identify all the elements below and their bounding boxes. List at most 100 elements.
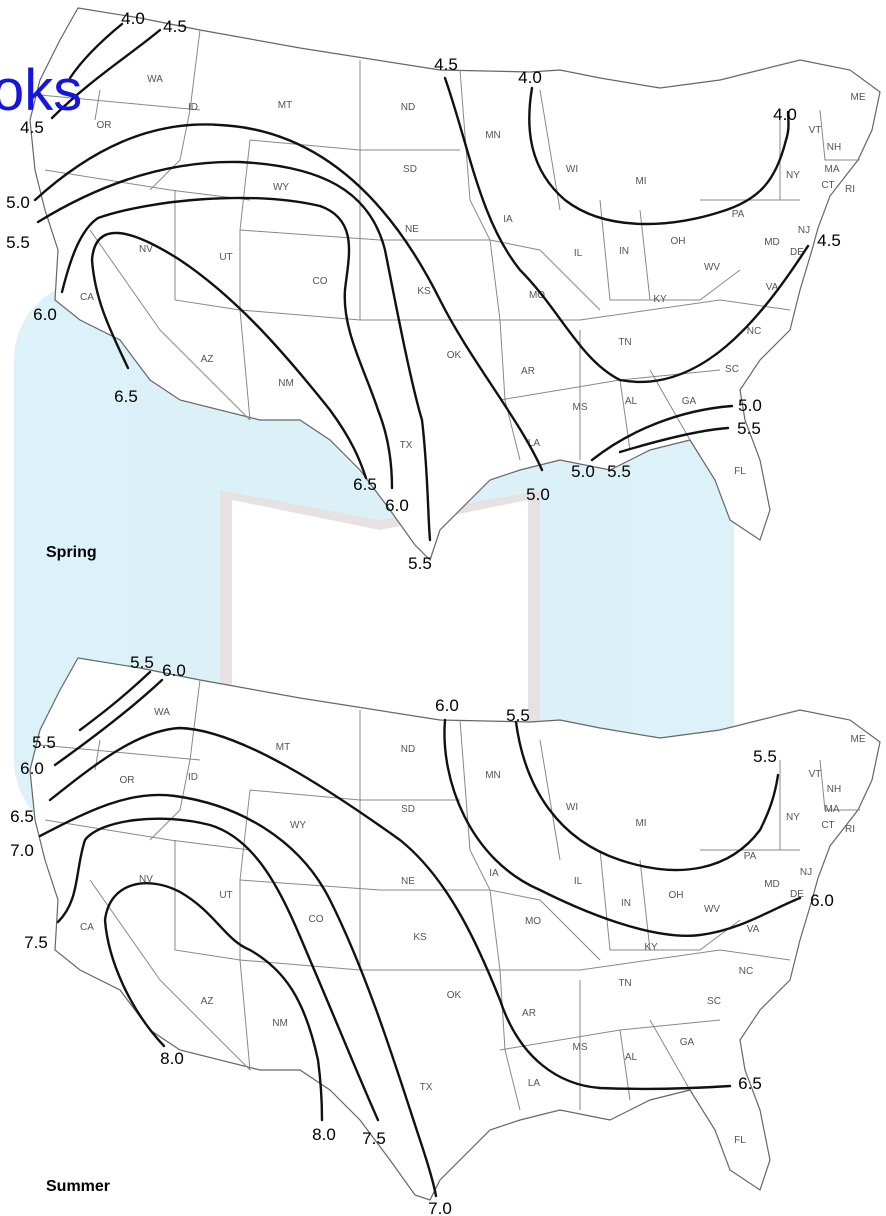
us-outline-spring	[29, 7, 881, 562]
isopleth-label-summer: 7.0	[10, 841, 34, 860]
isopleth-label-summer: 7.5	[24, 933, 48, 952]
state-label-GA-summer: GA	[680, 1037, 695, 1048]
isopleth-line-summer	[78, 670, 152, 732]
state-label-SC-summer: SC	[707, 996, 721, 1007]
isopleth-label-spring: 5.0	[6, 193, 30, 212]
state-label-VA-summer: VA	[747, 924, 760, 935]
state-label-NJ-spring: NJ	[798, 225, 810, 236]
isopleth-line-spring	[528, 86, 790, 226]
state-label-AR-summer: AR	[522, 1008, 536, 1019]
isopleth-label-summer: 5.5	[753, 747, 777, 766]
isopleth-label-spring: 4.5	[20, 118, 44, 137]
state-label-NM-spring: NM	[278, 378, 294, 389]
state-label-LA-summer: LA	[528, 1078, 541, 1089]
state-label-DE-spring: DE	[790, 247, 804, 258]
isopleth-label-spring: 5.5	[607, 462, 631, 481]
state-label-ME-spring: ME	[851, 92, 866, 103]
isopleth-label-spring: 6.0	[33, 305, 57, 324]
state-label-AZ-summer: AZ	[201, 996, 214, 1007]
state-label-WV-summer: WV	[704, 904, 720, 915]
state-label-NH-summer: NH	[827, 784, 841, 795]
isopleth-label-spring: 5.5	[737, 419, 761, 438]
state-label-KY-spring: KY	[653, 294, 667, 305]
state-label-GA-spring: GA	[682, 396, 697, 407]
state-label-ME-summer: ME	[851, 734, 866, 745]
isopleth-label-spring: 6.5	[114, 387, 138, 406]
isopleth-label-summer: 6.0	[20, 759, 44, 778]
state-label-CT-spring: CT	[821, 180, 834, 191]
isopleth-label-summer: 5.5	[130, 653, 154, 672]
state-label-CA-spring: CA	[80, 292, 94, 303]
state-label-CA-summer: CA	[80, 922, 94, 933]
state-label-AZ-spring: AZ	[201, 354, 214, 365]
isopleth-label-summer: 6.0	[162, 661, 186, 680]
isopleth-line-summer	[443, 718, 802, 937]
state-label-WV-spring: WV	[704, 262, 720, 273]
isopleth-label-summer: 6.5	[738, 1074, 762, 1093]
state-label-WA-spring: WA	[147, 74, 163, 85]
state-label-ID-spring: ID	[188, 102, 198, 113]
isopleth-label-spring: 5.5	[408, 554, 432, 573]
state-label-KY-summer: KY	[644, 942, 658, 953]
state-label-ND-spring: ND	[401, 102, 415, 113]
isopleth-label-spring: 6.0	[385, 496, 409, 515]
state-label-OK-spring: OK	[447, 350, 462, 361]
isopleth-label-spring: 4.5	[163, 17, 187, 36]
isopleth-label-spring: 4.0	[121, 9, 145, 28]
isopleth-line-summer	[56, 817, 380, 1122]
us-outline-summer	[29, 657, 881, 1201]
isopleth-label-spring: 4.0	[518, 68, 542, 87]
state-label-MA-summer: MA	[825, 804, 840, 815]
state-label-SD-spring: SD	[403, 164, 417, 175]
state-label-MD-summer: MD	[764, 879, 780, 890]
state-label-VT-summer: VT	[809, 769, 822, 780]
state-label-RI-summer: RI	[845, 824, 855, 835]
isopleth-label-summer: 6.0	[435, 696, 459, 715]
state-label-CO-spring: CO	[313, 276, 328, 287]
state-label-OR-summer: OR	[120, 775, 135, 786]
isopleth-label-summer: 8.0	[312, 1125, 336, 1144]
state-label-SD-summer: SD	[401, 804, 415, 815]
isopleth-line-spring	[50, 28, 162, 120]
state-label-CO-summer: CO	[309, 914, 324, 925]
isopleths-spring	[33, 22, 810, 542]
state-label-ND-summer: ND	[401, 744, 415, 755]
state-label-OK-summer: OK	[447, 990, 462, 1001]
state-label-NV-spring: NV	[139, 244, 153, 255]
state-label-NY-spring: NY	[786, 170, 800, 181]
state-label-FL-summer: FL	[734, 1135, 746, 1146]
isopleth-label-spring: 4.0	[773, 105, 797, 124]
state-label-NM-summer: NM	[272, 1018, 288, 1029]
isopleth-label-summer: 5.5	[506, 706, 530, 725]
state-label-KS-summer: KS	[413, 932, 427, 943]
state-label-AL-summer: AL	[625, 1052, 638, 1063]
isopleth-line-spring	[90, 231, 368, 480]
state-label-AR-spring: AR	[521, 366, 535, 377]
state-label-MT-summer: MT	[276, 742, 290, 753]
isopleth-line-summer	[53, 678, 164, 767]
isopleth-label-spring: 5.0	[571, 462, 595, 481]
isopleth-line-spring	[60, 196, 394, 490]
state-label-NC-spring: NC	[747, 326, 761, 337]
isopleth-label-spring: 5.5	[6, 233, 30, 252]
state-label-IN-summer: IN	[621, 898, 631, 909]
isopleth-label-spring: 6.5	[353, 475, 377, 494]
state-label-TN-spring: TN	[618, 337, 631, 348]
state-label-MS-summer: MS	[573, 1042, 588, 1053]
state-label-WI-summer: WI	[566, 802, 578, 813]
isopleth-label-spring: 4.5	[817, 231, 841, 250]
isopleth-labels-spring: 4.0 4.5 4.5 5.0 5.5 6.0 6.5 6.5 6.0 5.5 …	[6, 9, 841, 573]
watermark-badge-text: DropBooks	[275, 549, 486, 589]
isopleth-label-spring: 5.0	[738, 396, 762, 415]
state-borders-spring	[39, 29, 860, 461]
state-label-PA-spring: PA	[732, 209, 745, 220]
state-label-MS-spring: MS	[573, 402, 588, 413]
spring-map: WA OR ID MT ND MN WI MI ME VT NH MA CT R…	[6, 7, 881, 573]
state-label-NY-summer: NY	[786, 812, 800, 823]
state-label-OH-spring: OH	[671, 236, 686, 247]
state-label-LA-spring: LA	[528, 438, 541, 449]
state-label-IN-spring: IN	[619, 246, 629, 257]
isopleth-line-summer	[514, 720, 780, 872]
season-label-spring: Spring	[46, 544, 97, 561]
isopleth-label-summer: 8.0	[160, 1049, 184, 1068]
